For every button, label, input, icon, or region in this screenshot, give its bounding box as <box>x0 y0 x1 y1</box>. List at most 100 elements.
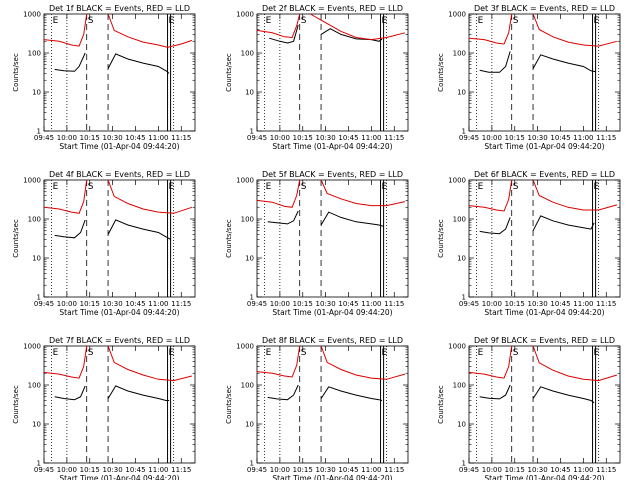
x-axis-label: Start Time (01-Apr-04 09:44:20) <box>484 142 604 151</box>
events-series-line-2 <box>532 54 596 73</box>
panel-title: Det 1f BLACK = Events, RED = LLD <box>49 4 190 13</box>
y-axis-label: Counts/sec <box>12 53 20 92</box>
x-tick-label: 11:15 <box>384 466 404 474</box>
events-series-line-2 <box>107 219 171 240</box>
plot-frame <box>43 345 196 464</box>
x-tick-label: 11:00 <box>361 300 381 308</box>
y-tick-label: 10 <box>457 89 466 97</box>
x-tick-label: 09:45 <box>34 300 54 308</box>
events-series-line <box>267 210 299 225</box>
x-tick-label: 10:15 <box>505 300 525 308</box>
plot-frame <box>43 179 196 298</box>
x-tick-label: 10:15 <box>293 300 313 308</box>
y-tick-label: 1000 <box>23 177 41 185</box>
x-tick-label: 09:45 <box>247 300 267 308</box>
x-tick-label: 10:30 <box>316 466 336 474</box>
events-series-line-2 <box>532 386 595 404</box>
events-series-line <box>267 384 299 401</box>
x-tick-label: 11:15 <box>171 300 191 308</box>
lld-series-line-2 <box>532 13 618 47</box>
x-tick-label: 11:00 <box>361 134 381 142</box>
y-tick-label: 1000 <box>448 343 466 351</box>
y-tick-label: 1 <box>462 128 466 136</box>
x-tick-label: 11:15 <box>596 300 616 308</box>
y-axis-label: Counts/sec <box>437 53 445 92</box>
x-tick-label: 09:45 <box>247 466 267 474</box>
y-tick-label: 10 <box>32 255 41 263</box>
marker-letter: S <box>88 182 94 192</box>
x-axis-label: Start Time (01-Apr-04 09:44:20) <box>272 308 392 317</box>
lld-series-line <box>468 345 513 379</box>
y-tick-label: 1000 <box>448 177 466 185</box>
chart-panel: Det 9f BLACK = Events, RED = LLD 1 10 100 10… <box>437 336 621 480</box>
x-tick-label: 10:15 <box>80 466 100 474</box>
lld-series-line-2 <box>532 179 618 211</box>
x-tick-label: 10:15 <box>80 300 100 308</box>
events-series-line <box>54 219 86 239</box>
marker-letter: S <box>513 182 519 192</box>
y-tick-label: 1 <box>37 128 41 136</box>
x-tick-label: 11:15 <box>171 134 191 142</box>
marker-letter: E <box>266 348 272 358</box>
events-series-line <box>269 24 299 44</box>
marker-letter: S <box>88 348 94 358</box>
panel-title: Det 7f BLACK = Events, RED = LLD <box>49 336 190 345</box>
marker-letter: S <box>513 348 519 358</box>
y-tick-label: 1000 <box>448 11 466 19</box>
y-tick-label: 100 <box>453 50 466 58</box>
events-series-line-2 <box>320 211 384 227</box>
x-tick-label: 10:30 <box>528 300 548 308</box>
x-tick-label: 10:00 <box>270 134 290 142</box>
x-tick-label: 09:45 <box>459 300 479 308</box>
y-tick-label: 1 <box>37 294 41 302</box>
x-tick-label: 10:30 <box>528 466 548 474</box>
chart-panel: Det 3f BLACK = Events, RED = LLD 1 10 100 10… <box>437 4 621 151</box>
x-tick-label: 10:45 <box>550 466 570 474</box>
plot-frame <box>43 13 196 132</box>
x-tick-label: 09:45 <box>459 134 479 142</box>
x-tick-label: 10:00 <box>482 300 502 308</box>
x-tick-label: 10:00 <box>482 134 502 142</box>
x-tick-label: 11:00 <box>573 300 593 308</box>
x-tick-label: 10:00 <box>57 134 77 142</box>
x-tick-label: 11:00 <box>148 134 168 142</box>
x-axis-label: Start Time (01-Apr-04 09:44:20) <box>484 308 604 317</box>
marker-letter: E <box>53 16 59 26</box>
lld-series-line-2 <box>107 345 193 382</box>
x-tick-label: 11:00 <box>361 466 381 474</box>
marker-letter: E <box>594 16 600 26</box>
x-tick-label: 10:15 <box>505 134 525 142</box>
plot-frame <box>468 345 621 464</box>
x-axis-label: Start Time (01-Apr-04 09:44:20) <box>272 474 392 480</box>
y-tick-label: 10 <box>32 421 41 429</box>
y-axis-label: Counts/sec <box>437 385 445 424</box>
y-tick-label: 100 <box>453 216 466 224</box>
x-tick-label: 10:30 <box>316 134 336 142</box>
x-tick-label: 10:30 <box>103 300 123 308</box>
y-tick-label: 100 <box>28 50 41 58</box>
x-tick-label: 10:30 <box>528 134 548 142</box>
x-tick-label: 09:45 <box>34 466 54 474</box>
marker-letter: E <box>53 182 59 192</box>
y-tick-label: 1 <box>250 294 254 302</box>
x-tick-label: 11:00 <box>148 300 168 308</box>
marker-letter: E <box>266 182 272 192</box>
x-tick-label: 10:15 <box>293 134 313 142</box>
plot-frame <box>468 179 621 298</box>
marker-letter: E <box>594 182 600 192</box>
lld-series-line <box>43 179 88 214</box>
y-tick-label: 1 <box>250 128 254 136</box>
x-tick-label: 10:00 <box>270 300 290 308</box>
x-tick-label: 10:00 <box>482 466 502 474</box>
x-tick-label: 10:45 <box>550 134 570 142</box>
marker-letter: E <box>478 182 484 192</box>
marker-letter: E <box>169 182 175 192</box>
x-tick-label: 09:45 <box>459 466 479 474</box>
marker-letter: S <box>301 348 307 358</box>
events-series-line-2 <box>107 385 170 401</box>
marker-letter: E <box>382 16 388 26</box>
y-tick-label: 1 <box>462 460 466 468</box>
marker-letter: S <box>513 16 519 26</box>
marker-letter: E <box>382 348 388 358</box>
y-tick-label: 1 <box>37 460 41 468</box>
